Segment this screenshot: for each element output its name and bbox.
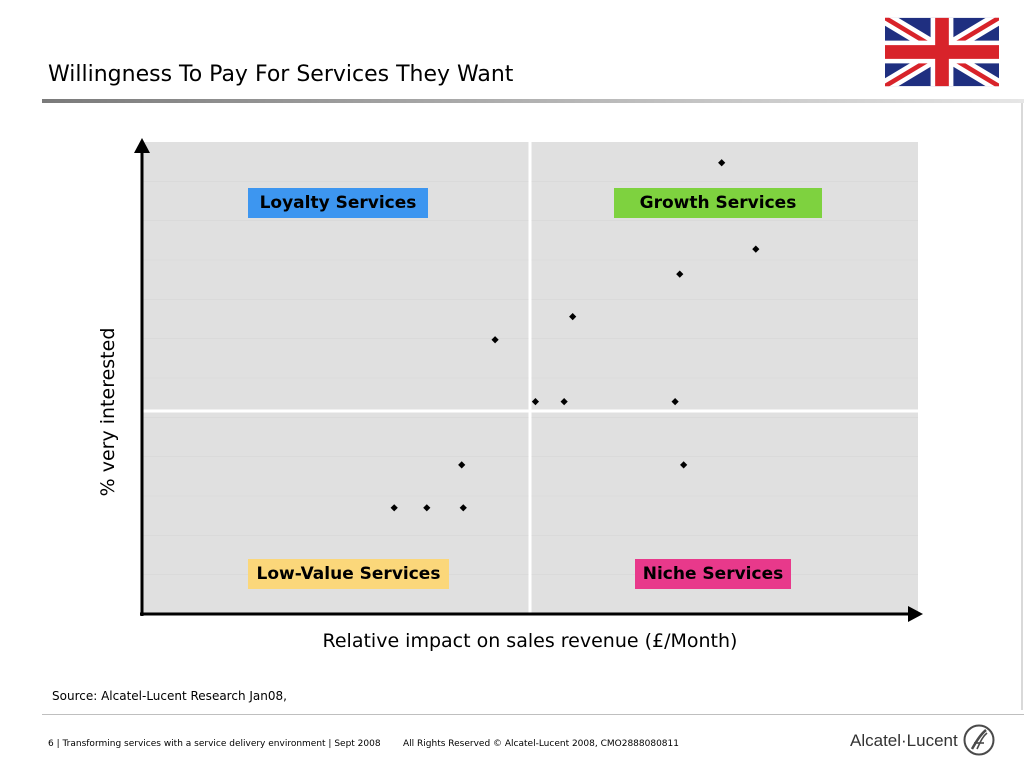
x-axis-label: Relative impact on sales revenue (£/Mont…: [322, 630, 738, 652]
source-note: Source: Alcatel-Lucent Research Jan08,: [52, 689, 287, 703]
quadrant-label-niche: Niche Services: [635, 559, 791, 589]
data-point-11: [390, 504, 398, 512]
data-point-2: [752, 245, 760, 253]
plot-area: [142, 142, 918, 614]
quadrant-label-loyalty: Loyalty Services: [248, 188, 428, 218]
page-edge-line: [1021, 103, 1023, 710]
slide-title: Willingness To Pay For Services They Wan…: [48, 62, 514, 87]
data-point-12: [423, 504, 431, 512]
alcatel-lucent-logo-icon: [963, 724, 995, 756]
data-point-9: [458, 461, 466, 469]
y-axis-label: % very interested: [97, 327, 119, 497]
brand-name: Alcatel·Lucent: [850, 731, 958, 750]
data-point-7: [560, 398, 568, 406]
quadrant-label-growth: Growth Services: [614, 188, 822, 218]
y-axis-arrow: [134, 138, 150, 153]
footer-divider: [42, 714, 1024, 715]
data-point-13: [459, 504, 467, 512]
x-axis-arrow: [908, 606, 923, 622]
footer-page-info: 6 | Transforming services with a service…: [48, 739, 381, 749]
data-point-4: [569, 313, 577, 321]
data-point-8: [671, 398, 679, 406]
data-point-5: [491, 336, 499, 344]
footer-copyright: All Rights Reserved © Alcatel-Lucent 200…: [403, 739, 679, 749]
data-point-10: [680, 461, 688, 469]
uk-flag-icon: [885, 17, 999, 87]
quadrant-label-low-value: Low-Value Services: [248, 559, 449, 589]
scatter-plot: [142, 142, 918, 614]
title-divider: [42, 99, 1024, 103]
data-point-1: [718, 159, 726, 167]
data-point-6: [531, 398, 540, 406]
